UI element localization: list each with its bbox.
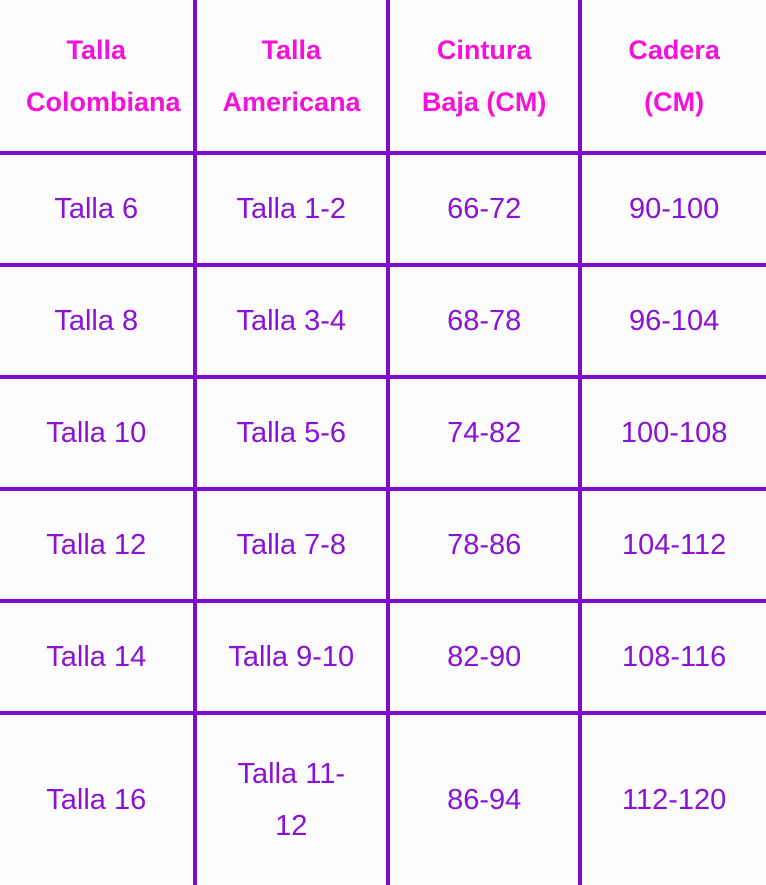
cell-talla-americana: Talla 9-10 xyxy=(196,603,390,715)
cell-cintura-baja: 86-94 xyxy=(390,715,583,885)
cell-talla-colombiana: Talla 16 xyxy=(0,715,197,885)
header-line: (CM) xyxy=(644,86,705,117)
table-row: Talla 6 Talla 1-2 66-72 90-100 xyxy=(0,155,766,267)
cell-cadera: 112-120 xyxy=(582,715,766,885)
table-row: Talla 10 Talla 5-6 74-82 100-108 xyxy=(0,379,766,491)
cell-cadera: 104-112 xyxy=(582,491,766,603)
cell-talla-americana: Talla 5-6 xyxy=(196,379,390,491)
column-header-cintura-baja: Cintura Baja (CM) xyxy=(390,0,583,155)
cell-talla-colombiana: Talla 14 xyxy=(0,603,197,715)
header-line: Talla xyxy=(66,34,127,65)
cell-talla-colombiana: Talla 10 xyxy=(0,379,197,491)
cell-cintura-baja: 78-86 xyxy=(390,491,583,603)
header-line: Colombiana xyxy=(26,86,181,117)
cell-cintura-baja: 82-90 xyxy=(390,603,583,715)
header-line: Cadera xyxy=(628,34,720,65)
cell-cadera: 108-116 xyxy=(582,603,766,715)
column-header-talla-colombiana: Talla Colombiana xyxy=(0,0,197,155)
table-row: Talla 16 Talla 11-12 86-94 112-120 xyxy=(0,715,766,885)
header-row: Talla Colombiana Talla Americana Cintura… xyxy=(0,0,766,155)
cell-cadera: 100-108 xyxy=(582,379,766,491)
cell-cintura-baja: 66-72 xyxy=(390,155,583,267)
header-line: Americana xyxy=(222,86,361,117)
cell-talla-americana: Talla 7-8 xyxy=(196,491,390,603)
cell-talla-colombiana: Talla 6 xyxy=(0,155,197,267)
column-header-cadera: Cadera (CM) xyxy=(582,0,766,155)
header-line: Baja (CM) xyxy=(421,86,547,117)
cell-talla-colombiana: Talla 8 xyxy=(0,267,197,379)
table-row: Talla 14 Talla 9-10 82-90 108-116 xyxy=(0,603,766,715)
cell-cintura-baja: 68-78 xyxy=(390,267,583,379)
cell-talla-americana: Talla 11-12 xyxy=(196,715,390,885)
cell-cadera: 96-104 xyxy=(582,267,766,379)
cell-talla-colombiana: Talla 12 xyxy=(0,491,197,603)
header-line: Cintura xyxy=(436,34,532,65)
table-row: Talla 12 Talla 7-8 78-86 104-112 xyxy=(0,491,766,603)
cell-talla-americana: Talla 3-4 xyxy=(196,267,390,379)
cell-cintura-baja: 74-82 xyxy=(390,379,583,491)
cell-cadera: 90-100 xyxy=(582,155,766,267)
header-line: Talla xyxy=(261,34,322,65)
cell-talla-americana: Talla 1-2 xyxy=(196,155,390,267)
table-row: Talla 8 Talla 3-4 68-78 96-104 xyxy=(0,267,766,379)
column-header-talla-americana: Talla Americana xyxy=(196,0,390,155)
